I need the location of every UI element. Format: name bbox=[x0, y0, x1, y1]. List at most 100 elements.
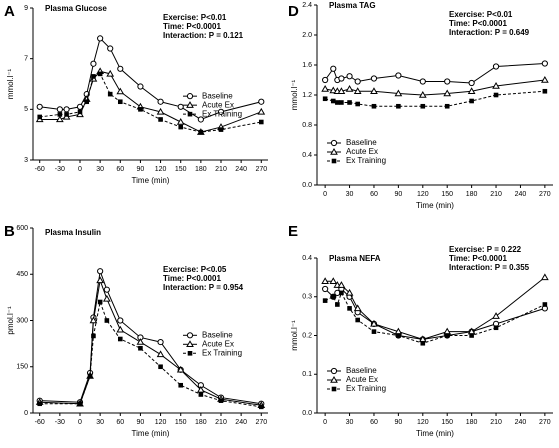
marker bbox=[106, 69, 115, 77]
x-tick-label: 60 bbox=[116, 419, 124, 426]
marker bbox=[197, 116, 204, 123]
x-tick-label: 0 bbox=[78, 419, 82, 426]
marker bbox=[102, 294, 111, 302]
x-tick-label: 180 bbox=[195, 166, 207, 173]
marker bbox=[56, 106, 63, 113]
marker bbox=[37, 114, 43, 120]
y-tick-label: 0.0 bbox=[302, 410, 312, 417]
annotation: Interaction: P = 0.121 bbox=[163, 31, 244, 40]
x-tick-label: 150 bbox=[175, 166, 187, 173]
x-tick-label: 120 bbox=[155, 166, 167, 173]
y-tick-label: 0.2 bbox=[302, 332, 312, 339]
y-tick-label: 9 bbox=[24, 5, 28, 12]
panel-letter: B bbox=[4, 223, 15, 240]
legend-label: Acute Ex bbox=[202, 339, 234, 348]
annotation: Exercise: P = 0.222 bbox=[449, 245, 522, 254]
x-tick-label: 180 bbox=[466, 191, 478, 198]
marker bbox=[97, 35, 104, 42]
marker bbox=[36, 103, 43, 110]
y-tick-label: 150 bbox=[16, 364, 28, 371]
marker bbox=[322, 96, 328, 102]
marker bbox=[176, 117, 185, 125]
x-tick-label: -60 bbox=[35, 166, 45, 173]
x-axis-label: Time (min) bbox=[416, 429, 454, 438]
annotation: Time: P<0.0001 bbox=[449, 19, 507, 28]
marker bbox=[91, 333, 96, 339]
marker bbox=[136, 338, 145, 345]
marker bbox=[76, 103, 84, 110]
annotation: Interaction: P = 0.355 bbox=[449, 263, 530, 272]
y-tick-label: 0 bbox=[24, 410, 28, 417]
legend-label: Baseline bbox=[202, 330, 233, 339]
marker bbox=[469, 333, 474, 338]
legend-marker bbox=[331, 158, 337, 164]
x-tick-label: 90 bbox=[137, 419, 145, 426]
legend-label: Baseline bbox=[346, 138, 377, 147]
x-tick-label: 210 bbox=[490, 191, 502, 198]
x-axis-label: Time (min) bbox=[132, 176, 170, 185]
marker bbox=[322, 285, 329, 293]
marker bbox=[103, 286, 110, 293]
x-tick-label: 270 bbox=[255, 166, 267, 173]
annotation: Time: P<0.0001 bbox=[163, 22, 221, 31]
x-tick-label: 0 bbox=[323, 191, 327, 198]
y-tick-label: 0.8 bbox=[302, 122, 312, 129]
series-line bbox=[39, 73, 262, 133]
legend-label: Ex Training bbox=[346, 384, 386, 393]
marker bbox=[492, 63, 500, 70]
x-tick-label: 120 bbox=[417, 419, 429, 426]
x-tick-label: 270 bbox=[539, 191, 551, 198]
marker bbox=[353, 304, 362, 312]
marker bbox=[55, 115, 64, 123]
marker bbox=[97, 268, 104, 275]
marker bbox=[396, 103, 401, 109]
marker bbox=[64, 112, 69, 117]
marker bbox=[37, 401, 43, 407]
x-tick-label: 270 bbox=[255, 419, 267, 426]
marker bbox=[177, 103, 184, 110]
x-tick-label: 0 bbox=[323, 419, 327, 426]
legend-label: Ex Training bbox=[346, 156, 386, 165]
x-axis-label: Time (min) bbox=[132, 429, 170, 438]
y-tick-label: 3 bbox=[24, 157, 28, 164]
marker bbox=[198, 392, 204, 397]
legend-marker bbox=[186, 332, 194, 339]
x-tick-label: 30 bbox=[96, 419, 104, 426]
marker bbox=[117, 336, 123, 342]
marker bbox=[63, 106, 70, 113]
marker bbox=[176, 365, 185, 373]
legend-label: Acute Ex bbox=[346, 147, 378, 156]
x-tick-label: 150 bbox=[441, 191, 453, 198]
marker bbox=[330, 65, 337, 72]
marker bbox=[370, 87, 378, 94]
y-tick-label: 600 bbox=[16, 225, 28, 232]
marker bbox=[198, 129, 204, 135]
x-tick-label: 90 bbox=[137, 166, 145, 173]
x-tick-label: 210 bbox=[490, 419, 502, 426]
legend-label: Baseline bbox=[346, 366, 377, 375]
x-tick-label: 180 bbox=[195, 419, 207, 426]
legend-label: Acute Ex bbox=[202, 100, 234, 109]
marker bbox=[322, 76, 329, 84]
marker bbox=[339, 100, 344, 105]
marker bbox=[345, 288, 354, 296]
y-tick-label: 0.4 bbox=[302, 152, 312, 159]
marker bbox=[347, 306, 352, 311]
marker bbox=[329, 86, 338, 94]
marker bbox=[468, 79, 475, 87]
marker bbox=[444, 78, 451, 85]
legend-label: Ex Training bbox=[202, 109, 242, 118]
marker bbox=[355, 101, 360, 107]
marker bbox=[338, 75, 345, 82]
annotation: Exercise: P<0.05 bbox=[163, 265, 227, 274]
marker bbox=[335, 302, 340, 307]
x-tick-label: 240 bbox=[235, 166, 247, 173]
marker bbox=[371, 329, 377, 334]
y-tick-label: 2.0 bbox=[302, 32, 312, 39]
marker bbox=[156, 107, 165, 115]
marker bbox=[540, 273, 549, 281]
x-tick-label: 150 bbox=[441, 419, 453, 426]
marker bbox=[116, 87, 125, 95]
marker bbox=[84, 99, 90, 105]
legend-label: Ex Training bbox=[202, 348, 242, 357]
